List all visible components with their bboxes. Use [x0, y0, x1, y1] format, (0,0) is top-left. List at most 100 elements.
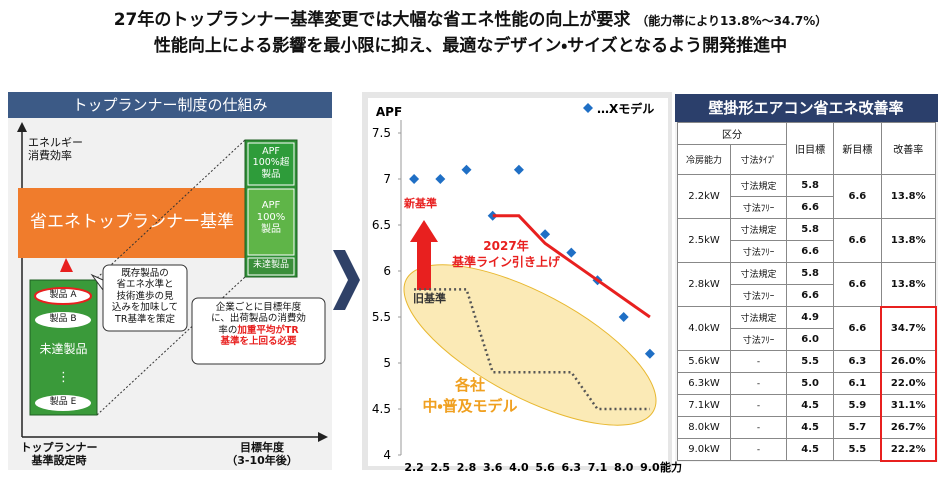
highlight-box — [880, 305, 937, 462]
x-axis-label: 能力 — [660, 460, 682, 474]
table-cell: 13.8% — [880, 218, 937, 263]
legend-label: …Xモデル — [597, 101, 654, 116]
callout — [191, 297, 326, 365]
table-cell: 6.6 — [785, 196, 835, 219]
table-cell: 4.9 — [785, 306, 835, 329]
table-cell: 13.8% — [880, 174, 937, 219]
product-oval — [35, 395, 91, 411]
x-tick-label: 2.5 — [431, 461, 451, 474]
chart: 4 4.5 5 5.5 6 6.5 7 7.5 2.2 2.5 2.8 3.6 4.0 5.6 6.3 7.1… — [372, 101, 682, 474]
series-label: 旧基準 — [413, 291, 446, 305]
x-tick-label: 9.0 — [640, 461, 660, 474]
table-cell: 寸法規定 — [730, 306, 787, 329]
callout-tail — [90, 273, 104, 292]
marker — [461, 164, 472, 175]
product-label: 製品 B — [49, 314, 77, 324]
table-cell: 6.6 — [833, 306, 882, 351]
table-cell: 9.0kW — [677, 438, 731, 461]
x-label: 目標年度 （3-10年後） — [226, 441, 298, 468]
table-cell: 寸法規定 — [730, 218, 787, 241]
table-row: 4.0kW 寸法規定 4.9 6.6 34.7% — [677, 306, 937, 351]
y-tick-label: 6 — [383, 264, 391, 278]
raise-arrow-head — [410, 220, 438, 242]
table-cell: 5.8 — [785, 174, 835, 197]
table-cell: 改善率 — [880, 122, 937, 175]
table-cell: 6.3kW — [677, 372, 731, 395]
region — [403, 264, 657, 426]
y-axis-label: エネルギー 消費効率 — [28, 136, 83, 163]
callout-emphasis: 加重平均がTR 基準を上回る必要 — [220, 324, 299, 348]
target-label: APF 100% 製品 — [256, 200, 286, 235]
table-cell: 6.6 — [785, 240, 835, 263]
marker — [409, 174, 420, 184]
table-cell: 4.5 — [785, 394, 835, 417]
annotation: 各社 — [454, 376, 485, 394]
axis-arrow — [17, 122, 27, 132]
table-cell: 寸法ﾌﾘｰ — [730, 284, 787, 307]
table-cell: 5.5 — [833, 438, 882, 461]
table-cell: 5.9 — [833, 394, 882, 417]
table-cell: 寸法規定 — [730, 262, 787, 285]
table-cell: 2.8kW — [677, 262, 731, 307]
table-cell: 新目標 — [833, 122, 882, 175]
target-segment — [247, 257, 295, 276]
table-cell: 5.8 — [785, 262, 835, 285]
table-title-bar — [675, 94, 938, 122]
y-tick-label: 7.5 — [372, 126, 391, 140]
table-cell: 6.1 — [833, 372, 882, 395]
table-cell: 寸法ﾌﾘｰ — [730, 240, 787, 263]
table-cell: 2.5kW — [677, 218, 731, 263]
product-oval — [35, 312, 91, 328]
x-tick-label: 8.0 — [614, 461, 634, 474]
red-triangle — [60, 258, 73, 272]
table-cell: 5.6kW — [677, 350, 731, 373]
marker — [513, 164, 524, 175]
table-row: 2.2kW 寸法規定 5.8 6.6 13.8% — [677, 174, 937, 219]
product-label: 製品 E — [49, 397, 77, 407]
table-cell: 寸法規定 — [730, 174, 787, 197]
table-cell: 寸法ﾌﾘｰ — [730, 328, 787, 351]
table-row: 5.6kW -5.5 6.3 26.0% — [677, 350, 937, 373]
legend-marker — [583, 103, 593, 113]
series-line — [492, 214, 651, 319]
target-segment — [247, 188, 295, 256]
y-tick-label: 4.5 — [372, 402, 391, 416]
raise-arrow — [417, 240, 431, 290]
annotation: 中・普及モデル — [422, 397, 517, 415]
table-cell: - — [730, 350, 787, 373]
table-row: 寸法ﾌﾘｰ 6.6 — [678, 196, 936, 219]
table-cell: 6.6 — [833, 262, 882, 307]
table-cell: - — [730, 416, 787, 439]
x-tick-label: 7.1 — [588, 461, 608, 474]
chevron — [333, 250, 360, 310]
x-tick-label: 3.6 — [483, 461, 503, 474]
product-label: 未達製品 — [39, 342, 88, 356]
table-title: 壁掛形エアコン省エネ改善率 — [707, 99, 903, 117]
marker — [566, 247, 577, 258]
table-cell: - — [730, 372, 787, 395]
table-cell: 34.7% — [880, 306, 937, 351]
x-tick-label: 2.8 — [457, 461, 477, 474]
table-row: 2.8kW 寸法規定 5.8 6.6 13.8% — [677, 262, 937, 307]
table-cell: 6.6 — [833, 218, 882, 263]
table-cell: 6.3 — [833, 350, 882, 373]
axis-arrow — [318, 432, 328, 442]
x-tick-label: 2.2 — [404, 461, 424, 474]
table-row: 区分 旧目標 新目標 改善率 — [677, 122, 937, 175]
headline: 27年のトップランナー基準変更では大幅な省エネ性能の向上が要求 （能力帯により1… — [0, 10, 941, 30]
y-tick-label: 4 — [383, 448, 391, 462]
table-row: 寸法ﾌﾘｰ 6.0 — [678, 328, 936, 351]
y-tick-label: 7 — [383, 172, 391, 186]
x-label: トップランナー 基準設定時 — [20, 441, 98, 468]
headline-text: 27年のトップランナー基準変更では大幅な省エネ性能の向上が要求 — [113, 10, 631, 30]
table-cell: 6.0 — [785, 328, 835, 351]
table-cell: 5.8 — [785, 218, 835, 241]
table-cell: 8.0kW — [677, 416, 731, 439]
standard-band — [18, 188, 246, 258]
x-tick-label: 5.6 — [535, 461, 555, 474]
table-cell: 6.6 — [785, 284, 835, 307]
callout — [102, 264, 188, 332]
table-cell: 4.5 — [785, 416, 835, 439]
